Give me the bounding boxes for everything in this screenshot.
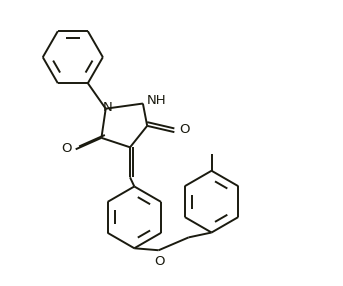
Text: N: N: [102, 101, 112, 114]
Text: O: O: [61, 142, 71, 155]
Text: O: O: [154, 255, 164, 267]
Text: NH: NH: [147, 94, 167, 107]
Text: O: O: [179, 123, 190, 136]
